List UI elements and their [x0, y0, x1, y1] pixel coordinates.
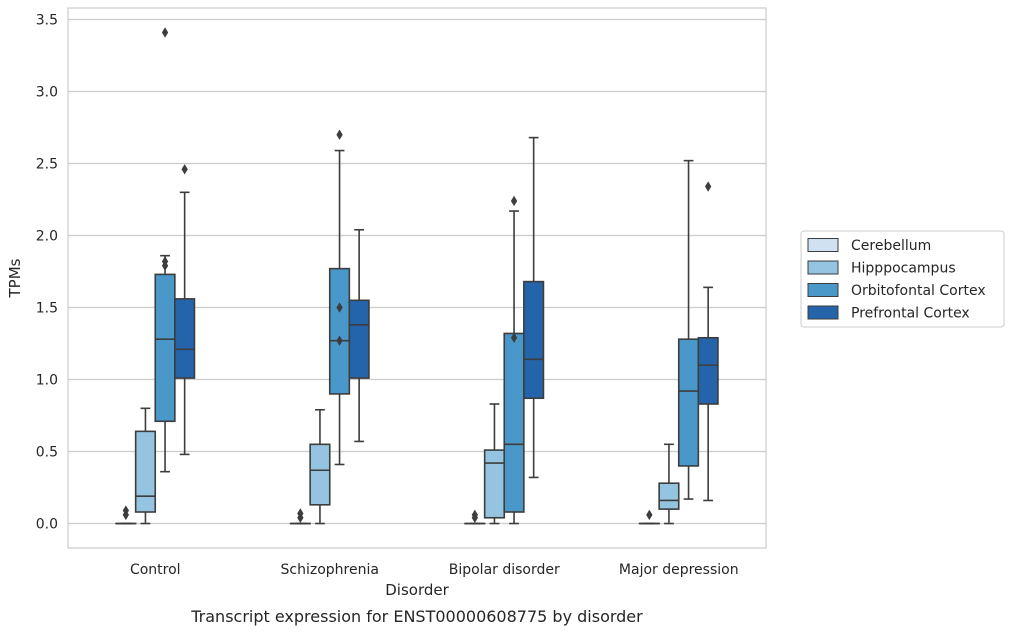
box-body [174, 298, 196, 379]
box-orbitofontal-cortex [677, 159, 700, 500]
box-orbitofontal-cortex [328, 129, 351, 466]
legend-label: Orbitofontal Cortex [851, 283, 986, 299]
box-prefrontal-cortex [523, 136, 545, 479]
box-orbitofontal-cortex [503, 195, 525, 525]
outlier-point [510, 195, 518, 207]
x-tick-labels: Control Schizophrenia Bipolar disorder Majo… [130, 562, 739, 578]
chart-caption: Transcript expression for ENST0000060877… [190, 607, 643, 626]
legend-swatch [807, 238, 839, 252]
box-prefrontal-cortex [348, 228, 370, 443]
outlier-point [336, 129, 343, 140]
box-cerebellum [464, 509, 486, 525]
box-body [503, 332, 525, 513]
outlier-point [336, 335, 343, 346]
y-tick-label: 1.0 [36, 373, 58, 389]
box-body [328, 267, 351, 395]
outlier-point [122, 505, 129, 516]
boxes [115, 27, 719, 525]
x-axis-label: Disorder [385, 581, 449, 599]
box-hipppocampus [658, 443, 680, 525]
outlier-point [161, 256, 169, 267]
x-tick-label: Major depression [619, 562, 739, 578]
legend-label: Cerebellum [851, 238, 931, 254]
box-body [309, 443, 331, 506]
outlier-point [297, 508, 304, 519]
y-tick-label: 3.0 [36, 85, 58, 101]
box-prefrontal-cortex [174, 164, 196, 456]
box-body [658, 482, 680, 510]
box-hipppocampus [309, 408, 331, 525]
plot-frame [67, 7, 767, 549]
legend-swatch [807, 305, 839, 320]
outlier-point [705, 181, 712, 192]
box-body [154, 273, 176, 423]
y-tick-label: 1.5 [36, 301, 58, 317]
y-axis-label: TPMs [6, 258, 24, 298]
outlier-point [181, 164, 188, 175]
y-tick-label: 0.0 [36, 517, 58, 533]
outlier-point [471, 509, 478, 521]
box-body [523, 280, 545, 400]
box-hipppocampus [134, 407, 157, 525]
outlier-point [646, 509, 653, 521]
y-tick-label: 2.5 [36, 157, 58, 173]
outlier-point [161, 27, 169, 38]
legend-frame [800, 230, 1005, 328]
box-cerebellum [115, 505, 137, 525]
legend-label: Hipppocampus [851, 261, 956, 277]
legend-label: Prefrontal Cortex [851, 306, 970, 322]
y-tick-label: 2.0 [36, 229, 58, 245]
x-tick-label: Schizophrenia [281, 562, 379, 578]
box-prefrontal-cortex [697, 181, 719, 502]
box-body [677, 338, 700, 467]
y-tick-labels: 0.0 0.5 1.0 1.5 2.0 2.5 3.0 3.5 [36, 13, 58, 533]
x-tick-label: Control [130, 562, 181, 578]
outlier-point [336, 302, 343, 313]
outlier-point [510, 332, 518, 343]
x-tick-label: Bipolar disorder [449, 562, 560, 578]
legend-swatch [807, 283, 839, 297]
box-cerebellum [638, 509, 660, 525]
legend: Cerebellum Hipppocampus Orbitofontal Corte… [800, 230, 1005, 328]
box-body [697, 336, 719, 405]
legend-swatch [807, 260, 839, 275]
box-body [134, 430, 157, 513]
box-body [348, 299, 370, 379]
box-cerebellum [289, 508, 311, 525]
y-tick-label: 3.5 [36, 13, 58, 29]
box-orbitofontal-cortex [154, 27, 176, 473]
y-tick-label: 0.5 [36, 445, 58, 461]
box-body [483, 449, 506, 519]
